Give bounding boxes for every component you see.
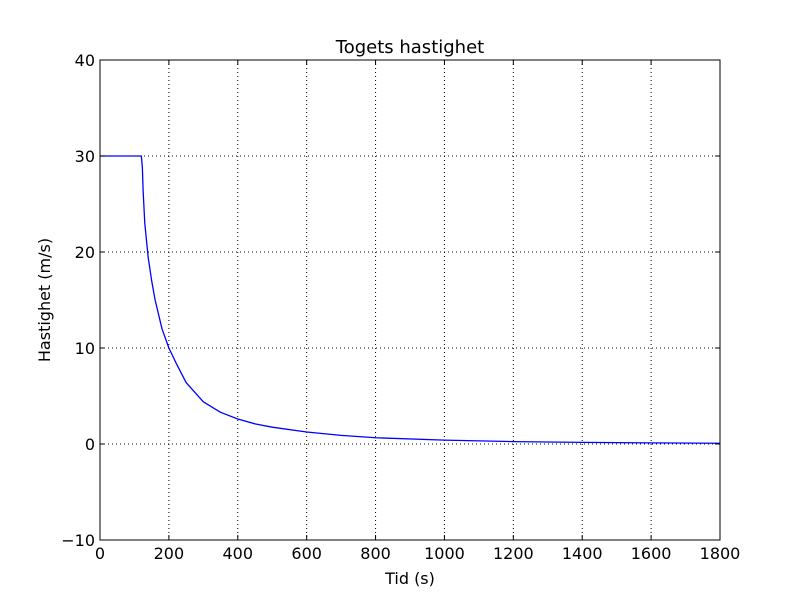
x-tick-label: 800 bbox=[360, 544, 391, 563]
tick-marks bbox=[99, 59, 721, 541]
y-tick-label: 10 bbox=[75, 339, 95, 358]
x-axis-label: Tid (s) bbox=[384, 569, 435, 588]
y-tick-label: 40 bbox=[75, 51, 95, 70]
y-tick-label: −10 bbox=[61, 531, 95, 550]
x-tick-label: 1800 bbox=[700, 544, 741, 563]
series-group bbox=[100, 155, 721, 444]
y-tick-label: 0 bbox=[85, 435, 95, 454]
y-axis-label: Hastighet (m/s) bbox=[35, 238, 54, 362]
x-tick-label: 200 bbox=[154, 544, 185, 563]
x-tick-label: 600 bbox=[291, 544, 322, 563]
grid-lines bbox=[100, 60, 720, 540]
tick-labels: 0 200 400 600 800 1000 1200 1400 1600 1800−100102… bbox=[61, 51, 740, 563]
plot-frame bbox=[99, 59, 721, 541]
series-line bbox=[100, 155, 721, 444]
x-tick-label: 400 bbox=[223, 544, 254, 563]
y-tick-label: 30 bbox=[75, 147, 95, 166]
x-tick-label: 1400 bbox=[562, 544, 603, 563]
chart-title: Togets hastighet bbox=[335, 37, 484, 58]
x-tick-label: 1200 bbox=[493, 544, 534, 563]
x-tick-label: 1600 bbox=[631, 544, 672, 563]
y-tick-label: 20 bbox=[75, 243, 95, 262]
x-tick-label: 1000 bbox=[424, 544, 465, 563]
x-tick-label: 0 bbox=[95, 544, 105, 563]
